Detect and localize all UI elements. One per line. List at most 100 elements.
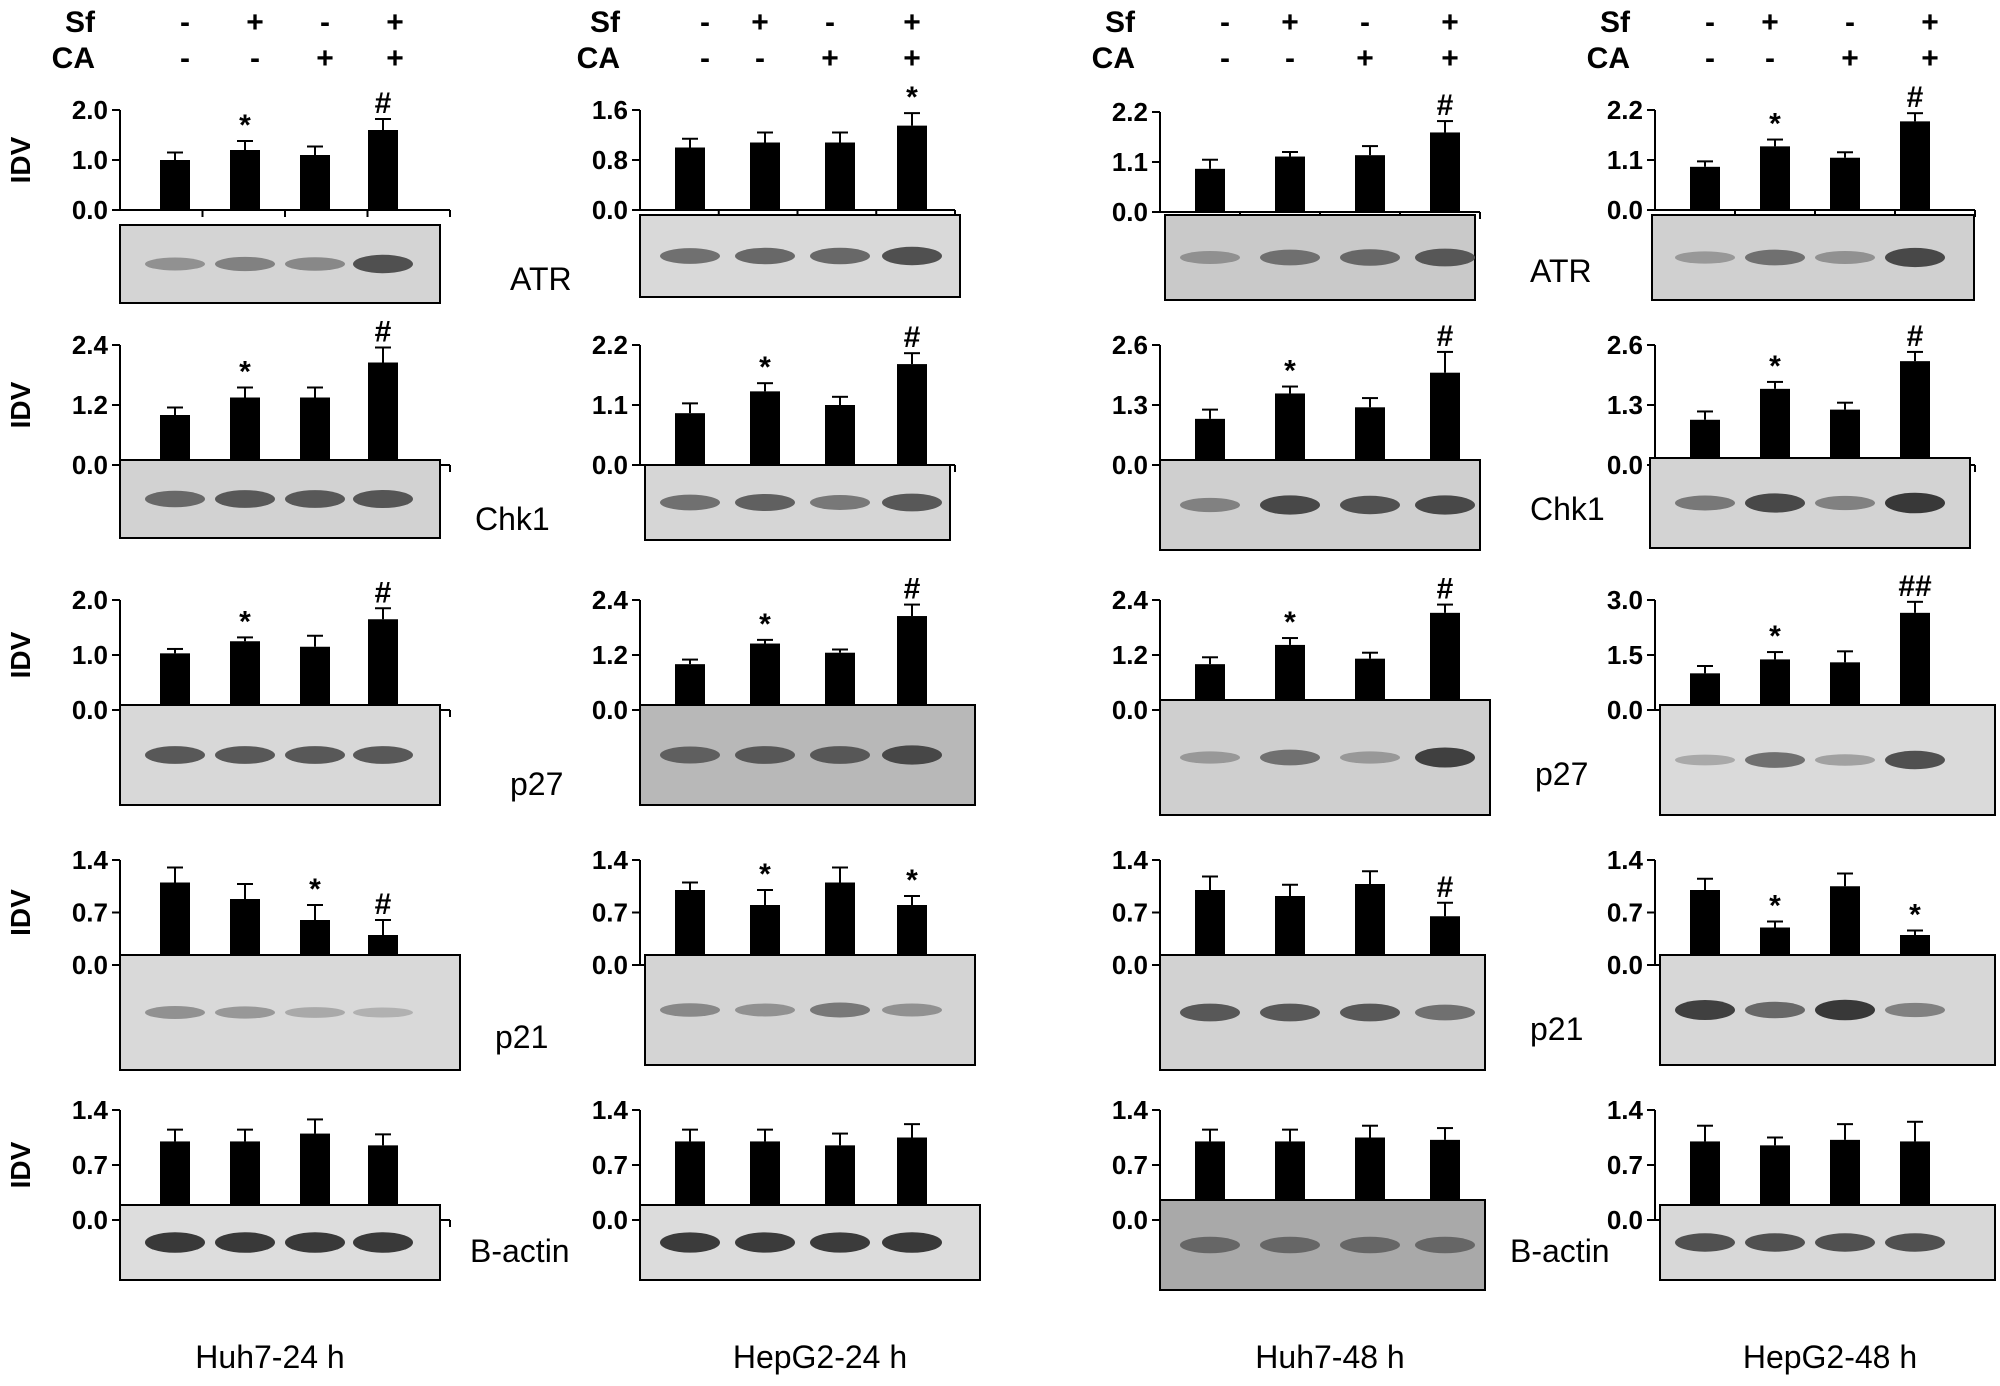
blot-chk1-0: [119, 459, 441, 539]
blot-band: [660, 1003, 720, 1017]
y-tick-label: 1.1: [1607, 145, 1643, 175]
significance-mark: *: [759, 608, 771, 641]
blot-band: [882, 493, 942, 512]
significance-mark: #: [375, 87, 392, 120]
treatment-sign: -: [700, 6, 710, 39]
y-tick-label: 0.0: [72, 950, 108, 980]
treatment-sign: +: [751, 6, 769, 39]
bar-chart-atr-3: 0.0 1.1 2.2 * #: [1607, 81, 1976, 225]
blot-band: [1815, 1233, 1875, 1252]
protein-label: Chk1: [1530, 491, 1605, 527]
bar: [825, 882, 855, 965]
treatment-sign: -: [755, 42, 765, 75]
y-tick-label: 1.2: [72, 390, 108, 420]
bar: [1195, 890, 1225, 965]
blot-images: [119, 214, 1996, 1291]
significance-mark: #: [904, 321, 921, 354]
y-tick-label: 0.8: [592, 145, 628, 175]
significance-mark: #: [1437, 871, 1454, 904]
bar-chart-p21-3: 0.0 0.7 1.4 * *: [1607, 845, 1976, 980]
y-tick-label: 0.0: [72, 450, 108, 480]
bar: [1760, 659, 1790, 710]
protein-label: p27: [1535, 756, 1588, 792]
y-tick-label: 0.0: [592, 950, 628, 980]
blot-band: [215, 746, 275, 764]
treatment-sign: +: [1921, 6, 1939, 39]
blot-p21-1: [644, 954, 976, 1066]
blot-band: [810, 746, 870, 764]
y-tick-label: 1.4: [592, 845, 629, 875]
y-tick-label: 0.0: [1112, 695, 1148, 725]
significance-mark: #: [375, 888, 392, 921]
treatment-sign: +: [903, 42, 921, 75]
y-tick-label: 1.0: [72, 640, 108, 670]
blot-band: [1675, 1233, 1735, 1252]
bar: [1830, 886, 1860, 965]
blot-band: [810, 1002, 870, 1018]
y-tick-label: 0.7: [1607, 898, 1643, 928]
treatment-sign: +: [903, 6, 921, 39]
bar: [1760, 146, 1790, 210]
blot-band: [735, 1003, 795, 1017]
bar: [750, 142, 780, 210]
blot-band: [1415, 747, 1475, 768]
y-tick-label: 2.2: [1112, 97, 1148, 127]
blot-band: [285, 1232, 345, 1253]
y-tick-label: 0.0: [1112, 197, 1148, 227]
y-tick-label: 1.4: [1607, 1095, 1644, 1125]
treatment-sign: +: [386, 6, 404, 39]
significance-mark: *: [759, 351, 771, 384]
blot-band: [1260, 495, 1320, 515]
bar: [160, 415, 190, 465]
significance-mark: *: [906, 81, 918, 114]
treatment-sign: -: [180, 6, 190, 39]
treatment-sign: -: [1220, 42, 1230, 75]
treatment-sign: -: [250, 42, 260, 75]
significance-mark: *: [759, 858, 771, 891]
blot-band: [1340, 1003, 1400, 1022]
bar-chart-chk1-0: 0.0 1.2 2.4 * #: [72, 316, 451, 480]
treatment-row-label: Sf: [1600, 6, 1631, 39]
treatment-sign: +: [1761, 6, 1779, 39]
treatment-sign: +: [821, 42, 839, 75]
treatment-sign: +: [1441, 6, 1459, 39]
bar: [825, 142, 855, 210]
blot-band: [1260, 749, 1320, 766]
y-axis-title: IDV: [5, 136, 36, 183]
treatment-sign: +: [1356, 42, 1374, 75]
blot-atr-2: [1164, 214, 1476, 301]
significance-mark: *: [1284, 606, 1296, 639]
treatment-sign: -: [1765, 42, 1775, 75]
blot-band: [1745, 1001, 1805, 1019]
bar: [1900, 361, 1930, 465]
blot-band: [735, 247, 795, 265]
blot-band: [1415, 248, 1475, 267]
y-tick-label: 1.4: [72, 1095, 109, 1125]
bar: [675, 147, 705, 210]
y-tick-label: 1.6: [592, 95, 628, 125]
y-tick-label: 1.4: [72, 845, 109, 875]
blot-band: [660, 248, 720, 264]
y-tick-label: 2.2: [592, 330, 628, 360]
y-tick-label: 1.1: [592, 390, 628, 420]
blot-band: [660, 746, 720, 764]
blot-band: [1745, 493, 1805, 513]
bar: [675, 664, 705, 710]
blot-chk1-3: [1649, 457, 1971, 549]
blot-chk1-1: [644, 464, 951, 541]
blot-band: [353, 1007, 413, 1018]
significance-mark: #: [1437, 320, 1454, 353]
bar: [300, 397, 330, 465]
blot-band: [1180, 251, 1240, 264]
bar-chart-chk1-2: 0.0 1.3 2.6 * #: [1112, 320, 1481, 480]
protein-label: Chk1: [475, 501, 550, 537]
treatment-sign: +: [386, 42, 404, 75]
significance-mark: *: [1769, 620, 1781, 653]
blot-band: [285, 746, 345, 764]
y-tick-label: 0.0: [592, 695, 628, 725]
blot-band: [1885, 247, 1945, 268]
y-tick-label: 0.7: [72, 898, 108, 928]
bar: [750, 391, 780, 465]
blot-band: [1885, 492, 1945, 514]
bar-chart-p27-1: 0.0 1.2 2.4 * #: [592, 573, 956, 725]
